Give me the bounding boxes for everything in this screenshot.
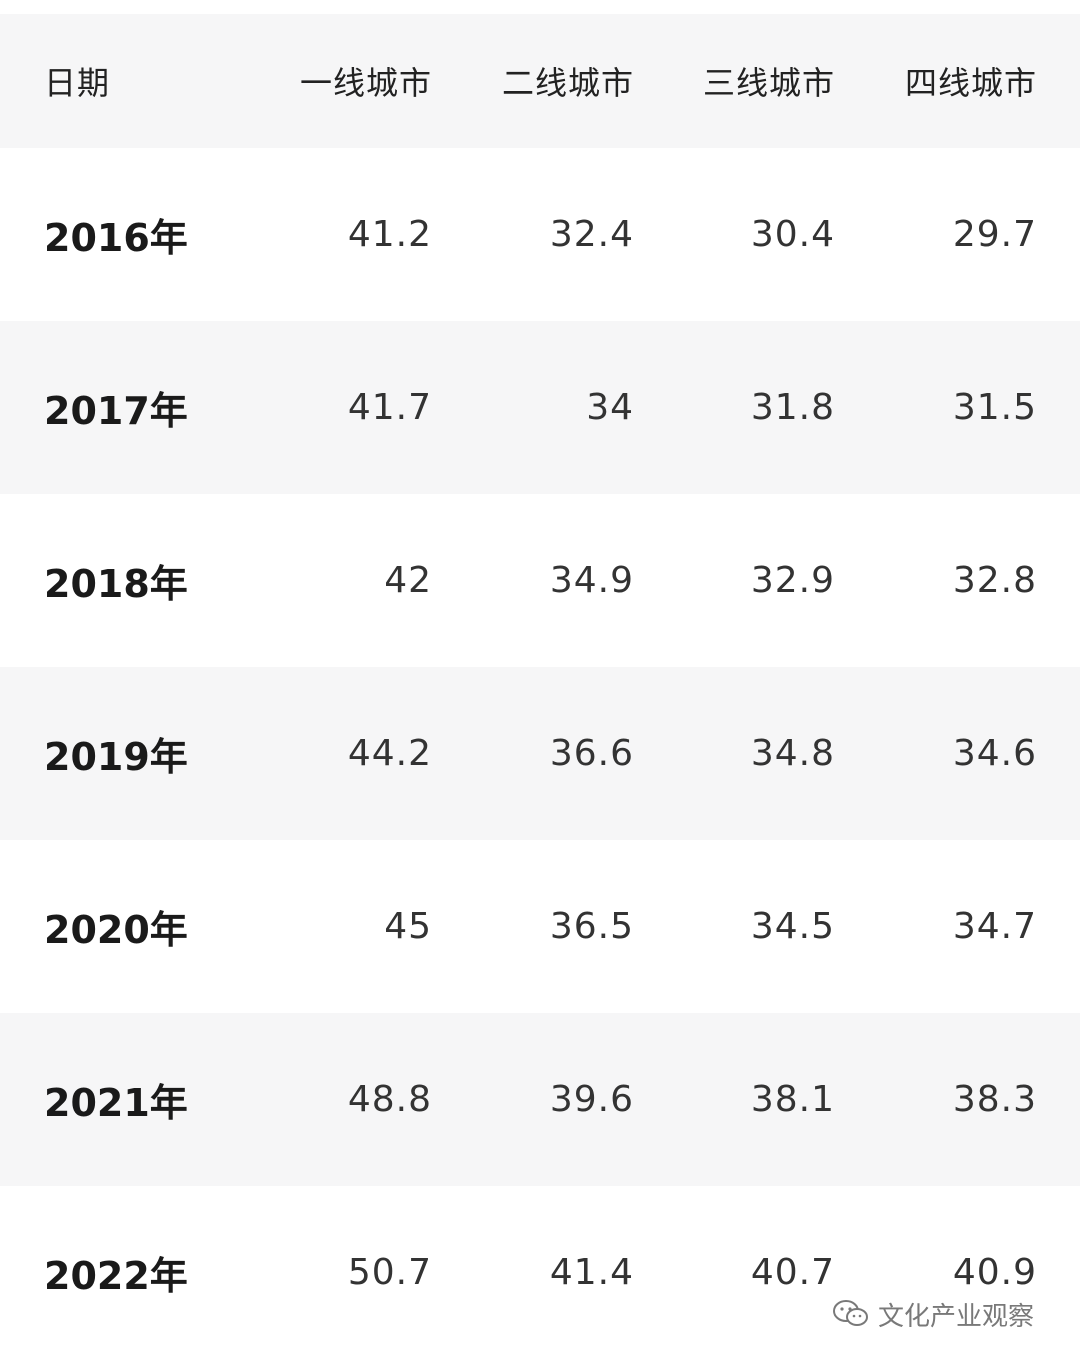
row-value: 34.7 [952,906,1037,947]
row-value: 32.9 [750,560,835,601]
table-row: 2019年 44.2 36.6 34.8 34.6 [0,667,1080,840]
table-row: 2022年 50.7 41.4 40.7 40.9 [0,1186,1080,1359]
header-tier2: 二线城市 [501,64,634,102]
row-value: 34.9 [549,560,634,601]
wechat-icon [832,1298,870,1330]
row-value: 32.8 [952,560,1037,601]
row-value: 34 [586,387,634,428]
row-value: 36.6 [549,733,634,774]
header-tier1: 一线城市 [299,64,432,102]
row-date: 2022年 [44,1254,188,1298]
row-value: 42 [384,560,432,601]
row-value: 38.1 [750,1079,835,1120]
row-value: 36.5 [549,906,634,947]
row-value: 41.2 [347,214,432,255]
table-row: 2018年 42 34.9 32.9 32.8 [0,494,1080,667]
row-date: 2021年 [44,1081,188,1125]
watermark-text: 文化产业观察 [878,1301,1035,1332]
row-value: 31.5 [952,387,1037,428]
table-row: 2021年 48.8 39.6 38.1 38.3 [0,1013,1080,1186]
row-value: 34.8 [750,733,835,774]
row-date: 2019年 [44,735,188,779]
row-value: 32.4 [549,214,634,255]
table-row: 2020年 45 36.5 34.5 34.7 [0,840,1080,1013]
table-row: 2016年 41.2 32.4 30.4 29.7 [0,148,1080,321]
row-value: 34.6 [952,733,1037,774]
row-date: 2017年 [44,389,188,433]
row-value: 40.7 [750,1252,835,1293]
row-value: 48.8 [347,1079,432,1120]
row-value: 45 [384,906,432,947]
row-value: 38.3 [952,1079,1037,1120]
row-value: 34.5 [750,906,835,947]
header-date: 日期 [44,64,111,102]
row-date: 2016年 [44,216,188,260]
row-value: 44.2 [347,733,432,774]
row-value: 41.4 [549,1252,634,1293]
row-value: 31.8 [750,387,835,428]
row-value: 30.4 [750,214,835,255]
table-header: 日期 一线城市 二线城市 三线城市 四线城市 [0,14,1080,148]
row-date: 2020年 [44,908,188,952]
table-row: 2017年 41.7 34 31.8 31.5 [0,321,1080,494]
row-value: 39.6 [549,1079,634,1120]
row-value: 50.7 [347,1252,432,1293]
header-tier4: 四线城市 [904,64,1037,102]
header-tier3: 三线城市 [702,64,835,102]
row-date: 2018年 [44,562,188,606]
row-value: 29.7 [952,214,1037,255]
row-value: 41.7 [347,387,432,428]
watermark: 文化产业观察 [832,1294,1034,1334]
row-value: 40.9 [952,1252,1037,1293]
